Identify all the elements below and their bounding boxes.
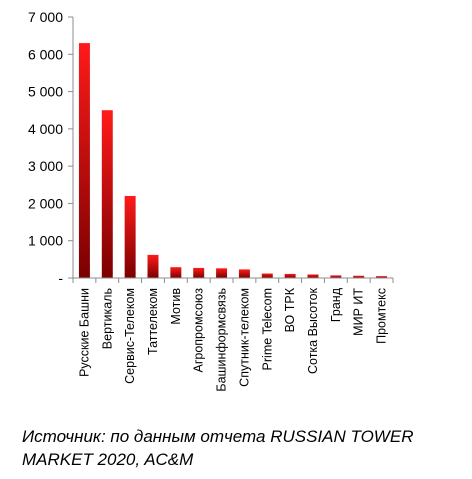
y-tick-label: - (58, 270, 63, 286)
bar (147, 254, 159, 278)
source-note: Источник: по данным отчета RUSSIAN TOWER… (22, 427, 414, 469)
x-axis: Русские Башни Вертикаль Сервис-Телеком Татт… (72, 277, 394, 392)
x-tick-label: Вертикаль (100, 288, 114, 349)
y-tick-label: 1 000 (28, 233, 63, 249)
bar (216, 268, 228, 278)
x-tick-label: МИР ИТ (352, 288, 366, 336)
x-tick-label: ВО ТРК (283, 287, 297, 332)
bars (78, 43, 388, 278)
bar (170, 267, 182, 278)
x-tick-label: Сотка Высоток (306, 287, 320, 374)
x-tick-label: Гранд (329, 287, 343, 322)
bar (376, 276, 388, 278)
bar-chart: - 1 000 2 000 3 000 4 000 5 000 6 000 7 000 Рус… (28, 9, 394, 392)
bar (284, 273, 296, 278)
x-tick-label: Промтекс (375, 288, 389, 344)
x-tick-label: Русские Башни (77, 288, 91, 377)
x-tick-label: Сервис-Телеком (123, 288, 137, 384)
bar (124, 195, 136, 278)
x-tick-label: Спутник-телеком (237, 288, 251, 387)
y-tick-label: 3 000 (28, 158, 63, 174)
bar (261, 273, 273, 278)
x-tick-label: Мотив (169, 288, 183, 325)
x-tick-label: Агропромсоюз (192, 288, 206, 373)
bar (193, 267, 205, 278)
y-tick-label: 4 000 (28, 121, 63, 137)
bar (330, 275, 342, 278)
x-tick-label: Prime Telecom (260, 288, 274, 370)
bar (307, 274, 319, 278)
y-tick-label: 6 000 (28, 46, 63, 62)
bar (238, 269, 250, 278)
x-tick-label: Башинформсвязь (215, 288, 229, 392)
y-axis: - 1 000 2 000 3 000 4 000 5 000 6 000 7 000 (28, 9, 74, 286)
y-tick-label: 2 000 (28, 195, 63, 211)
bar (101, 110, 113, 278)
y-tick-label: 7 000 (28, 9, 63, 25)
bar (353, 275, 365, 278)
bar (78, 43, 90, 278)
y-tick-label: 5 000 (28, 84, 63, 100)
x-tick-label: Таттелеком (146, 288, 160, 355)
